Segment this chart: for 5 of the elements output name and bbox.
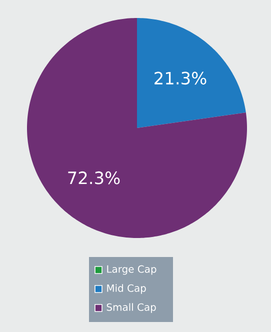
legend-label: Large Cap — [107, 265, 156, 275]
data-label: 21.3% — [154, 72, 206, 85]
legend-label: Mid Cap — [107, 284, 146, 294]
legend-label: Small Cap — [106, 303, 156, 313]
data-label: 72.3% — [68, 171, 120, 184]
